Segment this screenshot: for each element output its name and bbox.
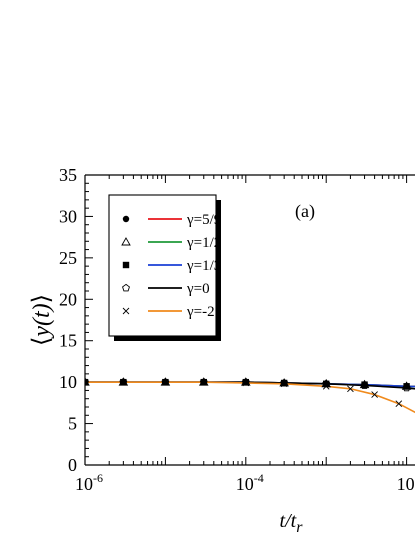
y-tick-label: 30 (59, 206, 77, 226)
data-point (120, 378, 127, 386)
legend-label: γ=5/9 (186, 212, 221, 228)
axis-ticks (84, 174, 408, 466)
plot-frame (84, 174, 415, 466)
data-point (161, 377, 170, 386)
data-point (361, 381, 368, 388)
svg-text:⟨y(t)⟩: ⟨y(t)⟩ (29, 294, 55, 346)
data-point (280, 380, 288, 388)
y-tick-label: 15 (59, 331, 77, 351)
y-tick-label: 35 (59, 165, 77, 185)
data-point (242, 378, 249, 386)
data-point (402, 383, 411, 392)
legend-label: γ=-2 (186, 304, 215, 320)
x-tick-label: 10-6 (75, 471, 103, 494)
x-label-subscript: r (296, 519, 303, 536)
legend: γ=5/9 γ=1/2 γ=1/3 γ=0 γ=-2 (108, 194, 221, 341)
data-point (242, 379, 250, 387)
y-tick-label: 10 (59, 372, 77, 392)
y-label-right-bracket: ⟩ (29, 294, 55, 303)
legend-label: γ=1/3 (186, 258, 221, 274)
legend-marker (122, 215, 130, 223)
data-point (199, 377, 208, 386)
y-tick-label: 0 (68, 455, 77, 475)
panel-label: (a) (295, 201, 315, 222)
x-tick-exponent: -4 (254, 471, 264, 485)
y-tick-label: 25 (59, 248, 77, 268)
y-tick-label: 20 (59, 289, 77, 309)
series-line-4 (85, 381, 415, 414)
y-tick-label: 5 (68, 414, 77, 434)
x-axis-label: t/tr (280, 510, 304, 536)
legend-marker (122, 307, 130, 315)
data-point (200, 378, 208, 386)
legend-marker (122, 261, 130, 269)
series-markers (85, 377, 412, 408)
y-label-text: y(t) (29, 303, 55, 338)
data-point (371, 391, 378, 398)
series-line-3 (85, 381, 415, 390)
data-point (395, 400, 403, 408)
legend-marker (121, 237, 131, 246)
series-lines (85, 381, 415, 414)
x-tick-labels: 10-610-410-2100101 (75, 471, 415, 494)
legend-label: γ=0 (186, 281, 210, 297)
x-label-main: t/t (280, 510, 297, 532)
legend-items: γ=5/9 γ=1/2 γ=1/3 γ=0 γ=-2 (121, 212, 221, 320)
data-point (85, 378, 89, 386)
data-point (85, 377, 89, 386)
x-tick-exponent: -6 (93, 471, 103, 485)
data-point (85, 378, 89, 386)
legend-marker (122, 283, 130, 292)
data-point (322, 382, 330, 390)
y-tick-labels: 0 5 10 15 20 25 30 35 (59, 165, 77, 475)
x-tick-label: 10-4 (236, 471, 264, 494)
data-point (403, 383, 410, 390)
x-tick-label: 10-2 (397, 471, 415, 494)
data-point (280, 379, 288, 387)
legend-label: γ=1/2 (186, 235, 221, 251)
x-tick-base: 10 (397, 474, 415, 494)
data-point (162, 378, 169, 386)
data-point (347, 385, 354, 393)
y-label-left-bracket: ⟨ (29, 337, 55, 346)
y-axis-label: ⟨y(t)⟩ (29, 294, 55, 346)
x-tick-base: 10 (236, 474, 254, 494)
data-point (119, 377, 128, 386)
data-point (323, 380, 330, 387)
data-point (360, 381, 369, 389)
x-tick-base: 10 (75, 474, 93, 494)
